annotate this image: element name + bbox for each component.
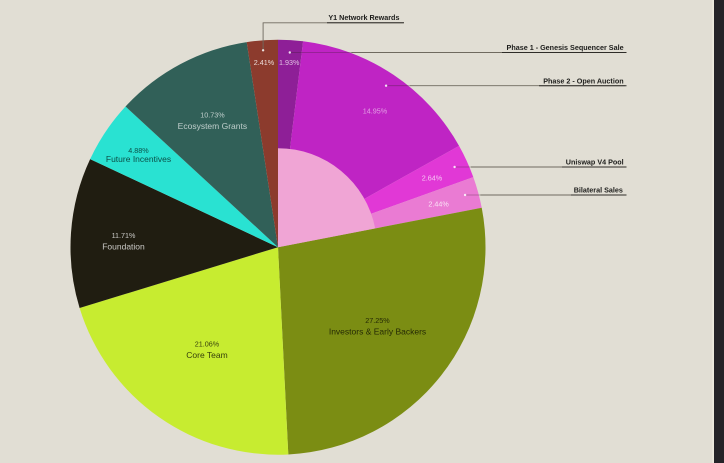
svg-text:Phase 2 - Open Auction: Phase 2 - Open Auction: [543, 76, 623, 85]
svg-text:2.44%: 2.44%: [428, 200, 449, 209]
svg-text:2.41%: 2.41%: [254, 58, 275, 67]
svg-text:10.73%: 10.73%: [200, 110, 225, 119]
svg-text:21.06%: 21.06%: [195, 340, 220, 349]
svg-text:11.71%: 11.71%: [112, 231, 136, 240]
svg-text:27.25%: 27.25%: [365, 316, 390, 325]
svg-text:Foundation: Foundation: [102, 242, 145, 252]
svg-text:2.64%: 2.64%: [422, 174, 443, 183]
svg-text:Bilateral Sales: Bilateral Sales: [574, 186, 623, 195]
svg-text:4.88%: 4.88%: [128, 146, 149, 155]
svg-text:1.93%: 1.93%: [279, 58, 300, 67]
svg-text:Core Team: Core Team: [186, 350, 227, 360]
svg-text:Ecosystem Grants: Ecosystem Grants: [178, 121, 247, 131]
svg-text:Future Incentives: Future Incentives: [106, 154, 171, 164]
svg-text:14.95%: 14.95%: [363, 107, 388, 116]
svg-text:Phase 1 - Genesis Sequencer Sa: Phase 1 - Genesis Sequencer Sale: [507, 43, 624, 52]
svg-text:Investors & Early Backers: Investors & Early Backers: [329, 327, 426, 337]
svg-text:Y1 Network Rewards: Y1 Network Rewards: [328, 13, 399, 22]
svg-text:Uniswap V4 Pool: Uniswap V4 Pool: [566, 158, 624, 167]
